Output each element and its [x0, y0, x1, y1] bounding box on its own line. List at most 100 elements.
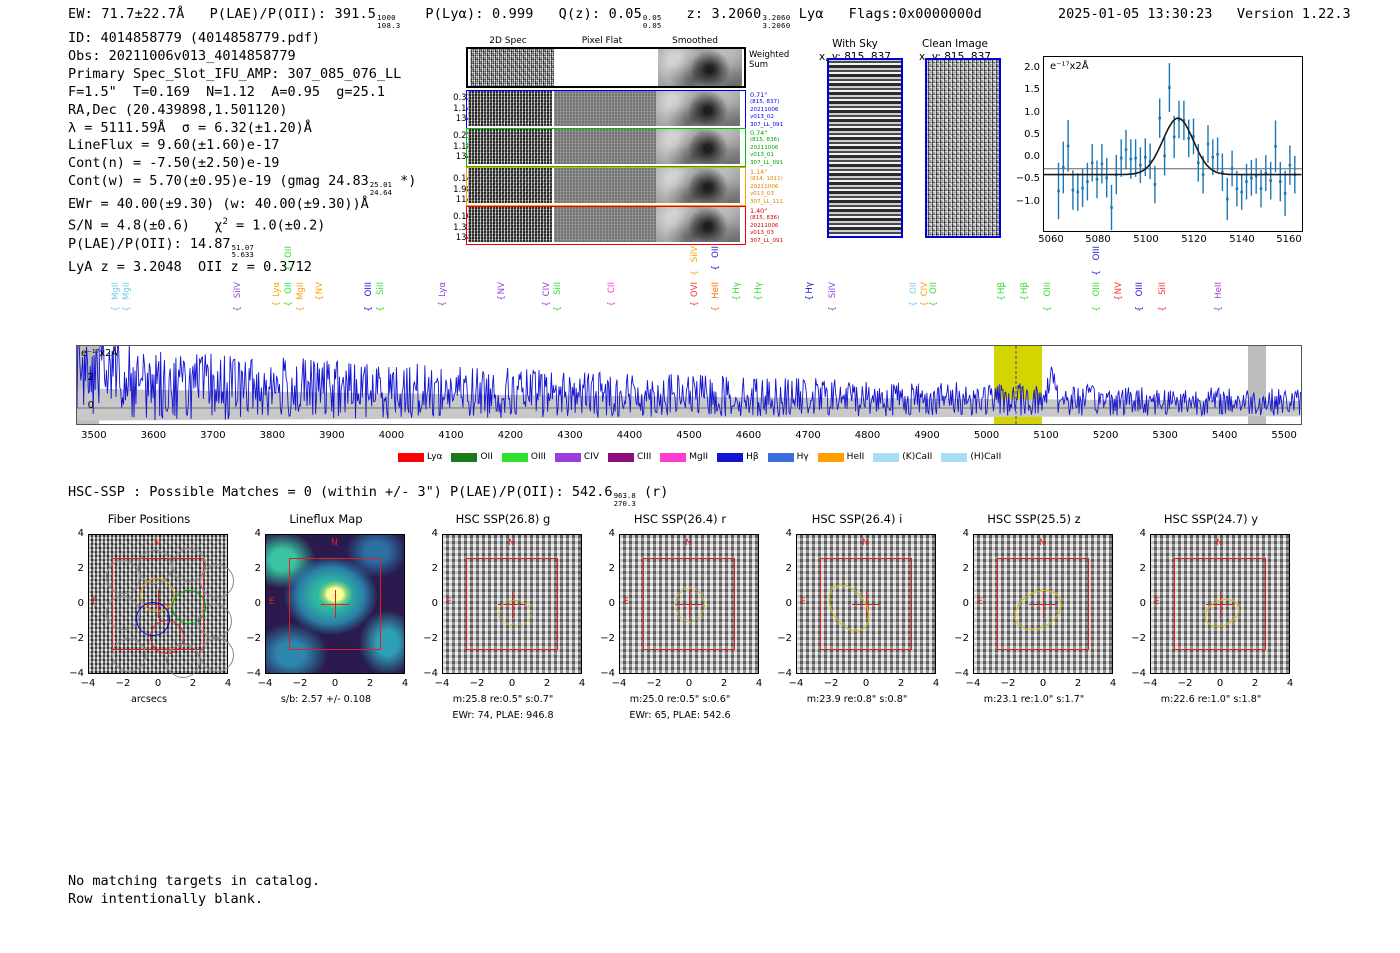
hsc-header-lo: 270.3	[613, 498, 636, 508]
info-sn-prefix: S/N = 4.8(±0.6)	[68, 217, 215, 234]
full-spectrum-plot: e⁻¹⁷x2Å	[76, 345, 1302, 425]
cutout-ytick: 2	[1139, 563, 1146, 574]
cutout-ytick: −2	[954, 633, 969, 644]
legend-swatch	[941, 452, 968, 462]
fiber-row-3-amp: 307_LL_091	[750, 237, 784, 244]
fiber-row-2-num: 114	[455, 195, 472, 206]
spectrum-xtick-4100: 4100	[438, 430, 464, 441]
info-ewr: EWr = 40.00(±9.30) (w: 40.00(±9.30))Å	[68, 196, 369, 213]
emission-line-brace-icon: {	[363, 306, 374, 313]
cutout-caption-1: arcsecs	[130, 694, 168, 705]
cutout-title: HSC SSP(26.4) r	[633, 512, 727, 526]
cutout-xtick: 4	[1109, 678, 1117, 689]
emission-line-brace-icon: {	[908, 300, 919, 307]
spectrum-xtick-5500: 5500	[1271, 430, 1297, 441]
emission-line-label-OIII: OIII	[1135, 282, 1146, 297]
emission-line-label-Ly: Lyα	[437, 282, 448, 297]
legend-label: CIV	[583, 452, 600, 462]
cutout-caption-1: m:25.8 re:0.5" s:0.7"	[452, 694, 554, 705]
weighted-sum-label: Weighted Sum	[749, 50, 790, 70]
spectrum-xtick-3700: 3700	[200, 430, 226, 441]
fiber-row-1-sep: 0.74"	[750, 129, 768, 137]
qz-lo: 0.05	[642, 20, 662, 30]
info-lineflux: LineFlux = 9.60(±1.60)e-17	[68, 137, 280, 154]
compass-east-label: E	[92, 597, 98, 607]
cutout-ytick: 2	[962, 563, 969, 574]
cutout-panel-0[interactable]: Fiber Positions N E −4 −4 −2 −2 0 0 2 2 4 4 arcsecs	[60, 512, 238, 732]
fiber-circle	[112, 638, 146, 672]
info-primary-slot: Primary Spec_Slot_IFU_AMP: 307_085_076_L…	[68, 65, 402, 82]
legend-swatch	[817, 452, 844, 462]
footer-line-2: Row intentionally blank.	[68, 891, 264, 907]
legend-swatch	[717, 452, 744, 462]
cutout-ytick: 4	[608, 528, 615, 539]
inset-ytick-0.5: 0.5	[1024, 129, 1040, 140]
cutout-xtick: 0	[1216, 678, 1224, 689]
fiber-row-3-right-labels: 1.40" (815, 836) 20211006 v013_03 307_LL…	[750, 207, 784, 245]
cutout-panel-6[interactable]: HSC SSP(24.7) y N E −4 −4 −2 −2 0 0 2 2 4 4 m:22.6 re…	[1122, 512, 1300, 732]
legend-item-HCaII: (H)CaII	[941, 452, 1001, 462]
emission-line-brace-icon: {	[805, 295, 816, 301]
info-chi-symbol: χ	[214, 217, 223, 234]
cutout-ytick: −4	[777, 668, 792, 679]
with-sky-image	[827, 58, 903, 238]
plae-hi: 1000	[377, 13, 396, 22]
emission-line-label-HeII: HeII	[1213, 282, 1224, 299]
cutout-xtick: 2	[1251, 678, 1259, 689]
fiber-row-1	[466, 128, 746, 167]
emission-line-label-OIII: OIII	[1092, 282, 1103, 297]
emission-line-brace-icon: {	[284, 264, 295, 271]
cutout-ytick: −2	[246, 633, 261, 644]
cutout-ytick: −2	[69, 633, 84, 644]
emission-line-brace-icon: {	[710, 306, 721, 313]
cutout-caption-2: EWr: 74, PLAE: 946.8	[452, 710, 554, 721]
emission-line-label-H: Hβ	[1019, 282, 1030, 294]
cutout-ytick: 0	[254, 598, 261, 609]
emission-line-label-SiII: SiII	[375, 282, 386, 295]
cutout-panel-5[interactable]: HSC SSP(25.5) z N E −4 −4 −2 −2 0 0 2 2 4 4 m:23.1 re…	[945, 512, 1123, 732]
cutout-ytick: 2	[254, 563, 261, 574]
cutout-xtick: 0	[331, 678, 339, 689]
emission-line-label-H: Hγ	[731, 282, 742, 294]
spectrum-xtick-layer: 3500 3600 3700 3800 3900 4000 4100 4200 4300 4400…	[0, 430, 1400, 446]
emission-line-brace-icon: {	[1092, 306, 1103, 313]
cutout-xtick: 0	[508, 678, 516, 689]
fiber-row-1-visit: v013_01	[750, 152, 774, 159]
compass-north-label: N	[508, 538, 515, 548]
fiber-circle	[200, 564, 234, 598]
emission-line-label-MgII: MgII	[295, 282, 306, 300]
fiber-row-2-amp: 307_LL_111	[750, 198, 784, 205]
info-radec: RA,Dec (20.439898,1.501120)	[68, 101, 288, 118]
legend-swatch	[873, 452, 900, 462]
compass-east-label: E	[1154, 597, 1160, 607]
cutout-ytick: −4	[423, 668, 438, 679]
ew-value: 71.7±22.7Å	[101, 6, 185, 22]
cutout-panel-3[interactable]: HSC SSP(26.4) r N E −4 −4 −2 −2 0 0 2 2 4 4 m:25.0 re…	[591, 512, 769, 732]
cutout-panel-4[interactable]: HSC SSP(26.4) i N E −4 −4 −2 −2 0 0 2 2 4 4 m:23.9 re…	[768, 512, 946, 732]
cutout-ytick: 0	[77, 598, 84, 609]
emission-line-brace-icon: {	[111, 306, 122, 313]
legend-label: Lyα	[427, 452, 443, 462]
qz-value: 0.05	[608, 6, 642, 22]
spectrum-xtick-4200: 4200	[497, 430, 524, 441]
spectrum-xtick-5300: 5300	[1152, 430, 1178, 441]
inset-ytick-1.5: 1.5	[1024, 84, 1040, 95]
fiber-row-3	[466, 206, 746, 245]
line-profile-plot: e⁻¹⁷x2Å	[1043, 56, 1303, 232]
inset-xtick-5120: 5120	[1181, 234, 1207, 245]
cutout-ytick: −2	[600, 633, 615, 644]
plae-lo: 108.3	[377, 20, 401, 30]
cutout-title: Fiber Positions	[107, 512, 191, 526]
legend-label: OIII	[530, 452, 546, 462]
inset-xtick-5160: 5160	[1276, 234, 1302, 245]
cutout-panel-2[interactable]: HSC SSP(26.8) g N E −4 −4 −2 −2 0 0 2 2 4 4 m:25.8 re…	[414, 512, 592, 732]
aperture-box	[466, 558, 558, 650]
timestamp: 2025-01-05 13:30:23	[1058, 6, 1213, 22]
hsc-header-band: (r)	[643, 484, 669, 500]
emission-line-label-OIII: OIII	[1092, 246, 1103, 261]
emission-line-brace-icon: {	[689, 270, 700, 277]
qz-label: Q(z):	[558, 6, 601, 22]
spectrum-xtick-5000: 5000	[973, 430, 1000, 441]
object-info-block: ID: 4014858779 (4014858779.pdf) Obs: 202…	[68, 30, 416, 277]
cutout-panel-1[interactable]: Lineflux Map N E −4 −4 −2 −2 0 0 2 2 4 4 s/b: 2.57 +/…	[237, 512, 415, 732]
